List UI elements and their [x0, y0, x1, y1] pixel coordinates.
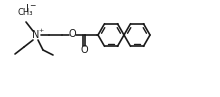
Text: O: O: [68, 29, 76, 39]
Text: I: I: [26, 4, 28, 14]
Text: O: O: [80, 45, 88, 55]
Text: N: N: [32, 30, 40, 40]
Text: CH₃: CH₃: [17, 8, 33, 17]
Text: +: +: [38, 29, 44, 33]
Text: −: −: [29, 1, 36, 10]
